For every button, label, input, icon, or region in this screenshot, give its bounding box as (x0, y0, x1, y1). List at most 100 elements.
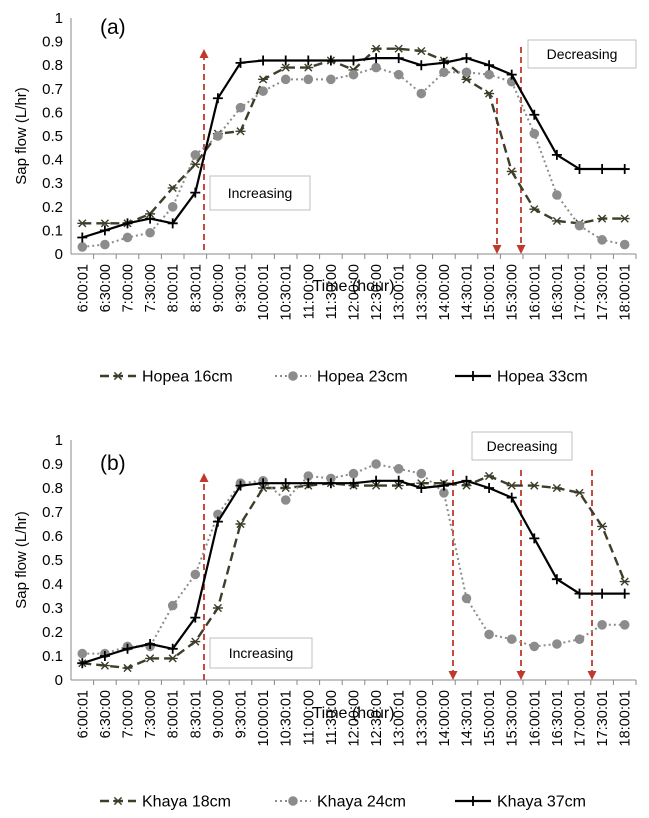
x-tick-label: 6:00:01 (75, 690, 91, 738)
data-point (371, 475, 382, 486)
annotation-arrow-head (587, 671, 597, 680)
y-tick-label: 0.4 (42, 576, 63, 593)
data-point (348, 468, 359, 479)
data-point (506, 634, 517, 645)
x-tick-label: 17:00:01 (573, 690, 589, 746)
y-tick-label: 0.5 (42, 128, 63, 145)
data-point (212, 516, 223, 527)
data-point (438, 57, 449, 68)
series-line-hopea-33cm (81, 56, 625, 239)
data-point (597, 164, 608, 175)
legend-label: Hopea 23cm (317, 369, 408, 386)
data-point (416, 46, 427, 56)
x-tick-label: 7:00:00 (121, 690, 137, 738)
data-point (100, 239, 110, 250)
data-point (484, 629, 494, 640)
data-point (371, 53, 382, 64)
y-tick-label: 1 (55, 432, 63, 449)
annotation-arrow-head (492, 245, 502, 254)
data-point (619, 239, 630, 250)
data-point (529, 128, 540, 139)
data-point (506, 69, 517, 80)
data-point (552, 639, 562, 649)
x-tick-label: 15:00:01 (482, 690, 498, 746)
data-point (597, 235, 607, 245)
x-tick-label: 15:30:00 (505, 690, 521, 746)
y-tick-label: 0.9 (42, 456, 63, 473)
data-point (529, 533, 540, 544)
data-point (145, 213, 156, 224)
legend-swatch-marker (113, 371, 123, 381)
x-axis-title: Time (hour) (312, 278, 394, 295)
data-point (551, 574, 562, 585)
data-point (303, 74, 314, 85)
x-tick-label: 18:00:01 (618, 264, 634, 320)
data-point (393, 44, 404, 53)
data-point (77, 242, 88, 252)
legend-swatch-marker (288, 371, 298, 381)
data-point (77, 219, 88, 228)
data-point (77, 232, 88, 243)
data-point (122, 232, 133, 243)
data-point (416, 468, 427, 479)
legend-label: Khaya 37cm (497, 794, 586, 811)
data-point (529, 481, 540, 490)
data-point (212, 603, 223, 613)
data-point (461, 67, 472, 78)
y-axis-title: Sap flow (L/hr) (13, 87, 30, 185)
y-tick-label: 0.6 (42, 104, 63, 121)
legend-swatch-marker (468, 796, 478, 806)
data-point (484, 89, 495, 98)
data-point (551, 483, 562, 493)
data-point (303, 478, 314, 489)
data-point (280, 55, 291, 66)
x-tick-label: 12:30:00 (369, 264, 385, 320)
data-point (235, 127, 246, 136)
data-point (122, 663, 133, 673)
y-tick-label: 0.7 (42, 81, 63, 98)
x-tick-label: 6:30:00 (98, 690, 114, 738)
data-point (190, 612, 201, 623)
legend-swatch-marker (113, 796, 123, 806)
y-tick-label: 0.1 (42, 648, 63, 665)
data-point (529, 641, 540, 652)
data-point (325, 55, 336, 66)
data-point (167, 218, 178, 229)
x-tick-label: 9:30:01 (234, 264, 250, 312)
series-line-khaya-18cm (82, 474, 626, 670)
y-tick-label: 0.1 (42, 222, 63, 239)
x-axis-title: Time (hour) (312, 705, 394, 722)
data-point (438, 480, 449, 491)
x-tick-label: 6:00:01 (75, 264, 91, 312)
annotation-box (209, 637, 313, 669)
x-tick-label: 8:30:01 (188, 690, 204, 738)
x-tick-label: 11:00:00 (301, 264, 317, 319)
y-tick-label: 0.2 (42, 624, 63, 641)
data-point (167, 202, 178, 212)
data-point (484, 471, 495, 481)
x-tick-label: 9:30:01 (234, 690, 250, 738)
data-point (325, 478, 336, 489)
data-point (597, 214, 608, 223)
data-point (529, 109, 540, 120)
data-point (303, 55, 314, 66)
data-point (348, 478, 359, 489)
data-point (235, 480, 246, 491)
y-tick-label: 0.7 (42, 504, 63, 521)
data-point (461, 75, 472, 84)
data-point (393, 475, 404, 486)
x-tick-label: 17:00:01 (573, 264, 589, 320)
data-point (393, 53, 404, 64)
y-tick-label: 0.4 (42, 152, 63, 169)
data-point (506, 481, 517, 490)
x-tick-label: 8:00:01 (166, 264, 182, 312)
data-point (529, 205, 540, 214)
data-point (258, 86, 268, 96)
x-tick-label: 13:30:00 (414, 264, 430, 320)
data-point (145, 654, 156, 663)
data-point (574, 220, 585, 231)
data-point (99, 651, 110, 661)
annotation-box (471, 431, 573, 461)
y-tick-label: 0.2 (42, 199, 63, 216)
annotation-arrow-head (199, 49, 209, 58)
